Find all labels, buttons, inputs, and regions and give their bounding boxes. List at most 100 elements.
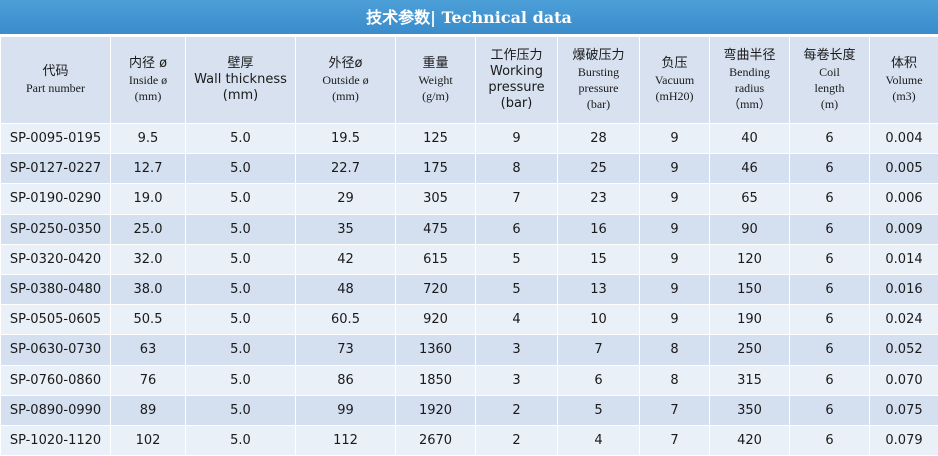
cell-part-number: SP-0095-0195 [0,122,111,155]
header-bending-radius: 弯曲半径 Bending radius （mm） [709,36,790,124]
cell-coil-length: 6 [789,122,870,155]
cell-wall-thickness: 5.0 [185,364,296,396]
cell-outside-diameter: 99 [295,394,396,426]
header-line: (m3) [892,89,916,103]
cell-bending-radius: 65 [709,183,790,215]
cell-bursting-pressure: 28 [557,122,640,155]
cell-inside-diameter: 19.0 [110,183,186,215]
cell-outside-diameter: 60.5 [295,304,396,336]
cell-outside-diameter: 22.7 [295,153,396,185]
header-line: Volume [885,73,923,87]
header-line: Part number [26,81,85,95]
header-coil-length: 每卷长度 Coil length (m) [789,36,870,124]
cell-bending-radius: 190 [709,304,790,336]
cell-volume: 0.079 [869,424,938,456]
cell-working-pressure: 2 [475,394,558,426]
cell-volume: 0.024 [869,304,938,336]
cell-working-pressure: 6 [475,213,558,245]
cell-wall-thickness: 5.0 [185,304,296,336]
cell-outside-diameter: 42 [295,243,396,275]
header-inside-diameter: 内径 ø Inside ø (mm) [110,36,186,124]
cell-inside-diameter: 25.0 [110,213,186,245]
header-line: 弯曲半径 [723,48,776,63]
cell-part-number: SP-0250-0350 [0,213,111,245]
cell-coil-length: 6 [789,304,870,336]
header-line: Outside ø [322,73,369,87]
cell-inside-diameter: 89 [110,394,186,426]
header-line: Working [489,64,544,79]
cell-working-pressure: 7 [475,183,558,215]
header-line: 爆破压力 [572,48,625,63]
cell-working-pressure: 5 [475,273,558,306]
header-line: (mm) [134,89,162,103]
header-line: pressure [578,81,619,95]
cell-weight: 475 [395,213,476,245]
header-line: (m) [820,97,839,111]
header-volume: 体积 Volume (m3) [869,36,938,124]
header-line: Vacuum [654,73,695,87]
cell-volume: 0.075 [869,394,938,426]
cell-volume: 0.070 [869,364,938,396]
cell-bending-radius: 46 [709,153,790,185]
table-row: SP-0380-0480 38.0 5.0 48 720 5 13 9 150 6 0.016 [0,273,938,306]
header-bursting-pressure: 爆破压力 Bursting pressure (bar) [557,36,640,124]
cell-inside-diameter: 102 [110,424,186,456]
cell-wall-thickness: 5.0 [185,183,296,215]
header-line: 内径 ø [128,56,168,71]
cell-outside-diameter: 73 [295,334,396,366]
cell-inside-diameter: 38.0 [110,273,186,306]
cell-weight: 305 [395,183,476,215]
table-row: SP-0320-0420 32.0 5.0 42 615 5 15 9 120 6 0.014 [0,243,938,275]
cell-outside-diameter: 86 [295,364,396,396]
header-line: pressure [488,80,545,95]
header-line: radius [734,81,765,95]
cell-part-number: SP-0190-0290 [0,183,111,215]
cell-bursting-pressure: 15 [557,243,640,275]
cell-wall-thickness: 5.0 [185,424,296,456]
cell-part-number: SP-0760-0860 [0,364,111,396]
cell-vacuum: 7 [639,394,710,426]
cell-inside-diameter: 63 [110,334,186,366]
cell-bursting-pressure: 7 [557,334,640,366]
table-row: SP-0127-0227 12.7 5.0 22.7 175 8 25 9 46 6 0.005 [0,153,938,185]
table-title: 技术参数| Technical data [0,0,938,36]
cell-working-pressure: 8 [475,153,558,185]
header-line: 外径ø [328,56,363,71]
cell-bursting-pressure: 16 [557,213,640,245]
header-line: (g/m) [422,89,449,103]
table-row: SP-0760-0860 76 5.0 86 1850 3 6 8 315 6 0.070 [0,364,938,396]
cell-volume: 0.005 [869,153,938,185]
cell-bending-radius: 420 [709,424,790,456]
cell-bending-radius: 250 [709,334,790,366]
cell-wall-thickness: 5.0 [185,153,296,185]
cell-part-number: SP-0890-0990 [0,394,111,426]
header-line: Coil [819,65,840,79]
cell-wall-thickness: 5.0 [185,334,296,366]
header-line: 壁厚 [227,56,254,71]
cell-bursting-pressure: 6 [557,364,640,396]
cell-vacuum: 9 [639,243,710,275]
header-line: 负压 [661,56,688,71]
cell-weight: 920 [395,304,476,336]
cell-vacuum: 9 [639,122,710,155]
cell-part-number: SP-0505-0605 [0,304,111,336]
cell-part-number: SP-0127-0227 [0,153,111,185]
cell-wall-thickness: 5.0 [185,122,296,155]
cell-inside-diameter: 12.7 [110,153,186,185]
header-row: 代码 Part number 内径 ø Inside ø (mm) 壁厚 Wall thic… [0,36,938,124]
header-line: 体积 [890,56,917,71]
cell-coil-length: 6 [789,183,870,215]
cell-volume: 0.014 [869,243,938,275]
cell-bending-radius: 40 [709,122,790,155]
cell-working-pressure: 3 [475,364,558,396]
header-line: 每卷长度 [803,48,856,63]
header-line: Bursting [577,65,620,79]
table-body: SP-0095-0195 9.5 5.0 19.5 125 9 28 9 40 6 0.004 SP-… [0,122,938,456]
cell-weight: 2670 [395,424,476,456]
header-line: 工作压力 [490,48,543,63]
cell-weight: 615 [395,243,476,275]
cell-weight: 1850 [395,364,476,396]
technical-data-table: 代码 Part number 内径 ø Inside ø (mm) 壁厚 Wall thic… [0,36,938,456]
cell-bending-radius: 150 [709,273,790,306]
cell-bursting-pressure: 4 [557,424,640,456]
